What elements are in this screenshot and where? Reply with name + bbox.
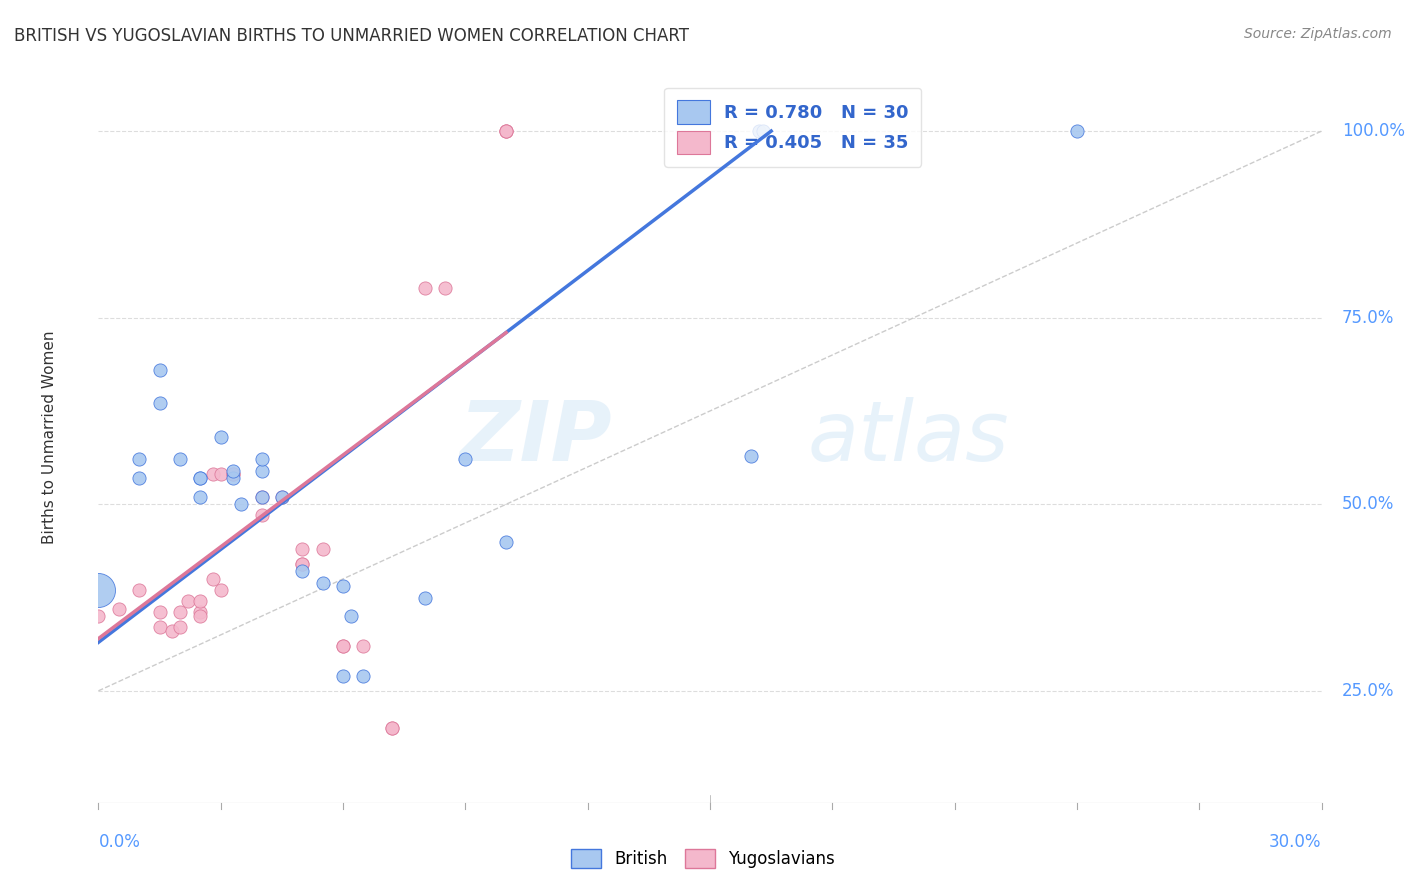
Text: BRITISH VS YUGOSLAVIAN BIRTHS TO UNMARRIED WOMEN CORRELATION CHART: BRITISH VS YUGOSLAVIAN BIRTHS TO UNMARRI… (14, 27, 689, 45)
Point (222, 464, 245, 478)
Point (231, 497, 253, 511)
Text: 75.0%: 75.0% (1343, 309, 1395, 326)
Point (169, 606, 191, 620)
Point (188, 471, 212, 485)
Point (188, 606, 212, 620)
Text: Source: ZipAtlas.com: Source: ZipAtlas.com (1244, 27, 1392, 41)
Point (209, 430, 232, 444)
Point (312, 575, 335, 590)
Text: 0.0%: 0.0% (98, 832, 141, 851)
Point (291, 557, 314, 571)
Point (250, 508, 273, 523)
Point (413, 281, 436, 295)
Point (250, 490, 273, 504)
Point (381, 721, 404, 735)
Text: Births to Unmarried Women: Births to Unmarried Women (42, 330, 58, 544)
Point (149, 396, 172, 410)
Point (270, 490, 294, 504)
Point (108, 601, 131, 615)
Point (352, 639, 374, 653)
Point (352, 669, 374, 683)
Point (291, 565, 314, 579)
Point (332, 669, 354, 683)
Point (188, 471, 212, 485)
Point (332, 639, 354, 653)
Point (752, 124, 775, 138)
Point (332, 639, 354, 653)
Text: 25.0%: 25.0% (1343, 681, 1395, 700)
Point (250, 490, 273, 504)
Point (222, 467, 245, 482)
Text: 30.0%: 30.0% (1270, 832, 1322, 851)
Point (740, 449, 762, 463)
Point (250, 452, 273, 467)
Point (188, 609, 212, 624)
Point (495, 124, 517, 138)
Point (201, 572, 224, 586)
Point (87, 609, 110, 624)
Point (495, 124, 517, 138)
Point (209, 583, 232, 598)
Point (454, 452, 477, 467)
Point (169, 620, 191, 634)
Point (169, 452, 191, 467)
Point (413, 591, 436, 605)
Point (495, 124, 517, 138)
Point (222, 467, 245, 482)
Point (270, 490, 294, 504)
Text: 100.0%: 100.0% (1343, 122, 1405, 140)
Legend: R = 0.780   N = 30, R = 0.405   N = 35: R = 0.780 N = 30, R = 0.405 N = 35 (665, 87, 921, 167)
Point (128, 452, 150, 467)
Point (1066, 124, 1088, 138)
Point (188, 490, 212, 504)
Point (128, 583, 150, 598)
Point (312, 542, 335, 557)
Point (250, 464, 273, 478)
Point (149, 363, 172, 377)
Point (209, 467, 232, 482)
Legend: British, Yugoslavians: British, Yugoslavians (565, 842, 841, 875)
Text: 50.0%: 50.0% (1343, 495, 1395, 513)
Point (434, 281, 457, 295)
Point (748, 124, 770, 138)
Point (495, 534, 517, 549)
Point (149, 620, 172, 634)
Text: ZIP: ZIP (460, 397, 612, 477)
Point (149, 606, 172, 620)
Point (201, 467, 224, 482)
Point (291, 542, 314, 557)
Point (188, 594, 212, 608)
Point (340, 609, 363, 624)
Point (177, 594, 200, 608)
Text: atlas: atlas (808, 397, 1010, 477)
Point (222, 471, 245, 485)
Point (332, 579, 354, 593)
Point (291, 557, 314, 571)
Point (87, 583, 110, 598)
Point (160, 624, 183, 639)
Point (381, 721, 404, 735)
Point (128, 471, 150, 485)
